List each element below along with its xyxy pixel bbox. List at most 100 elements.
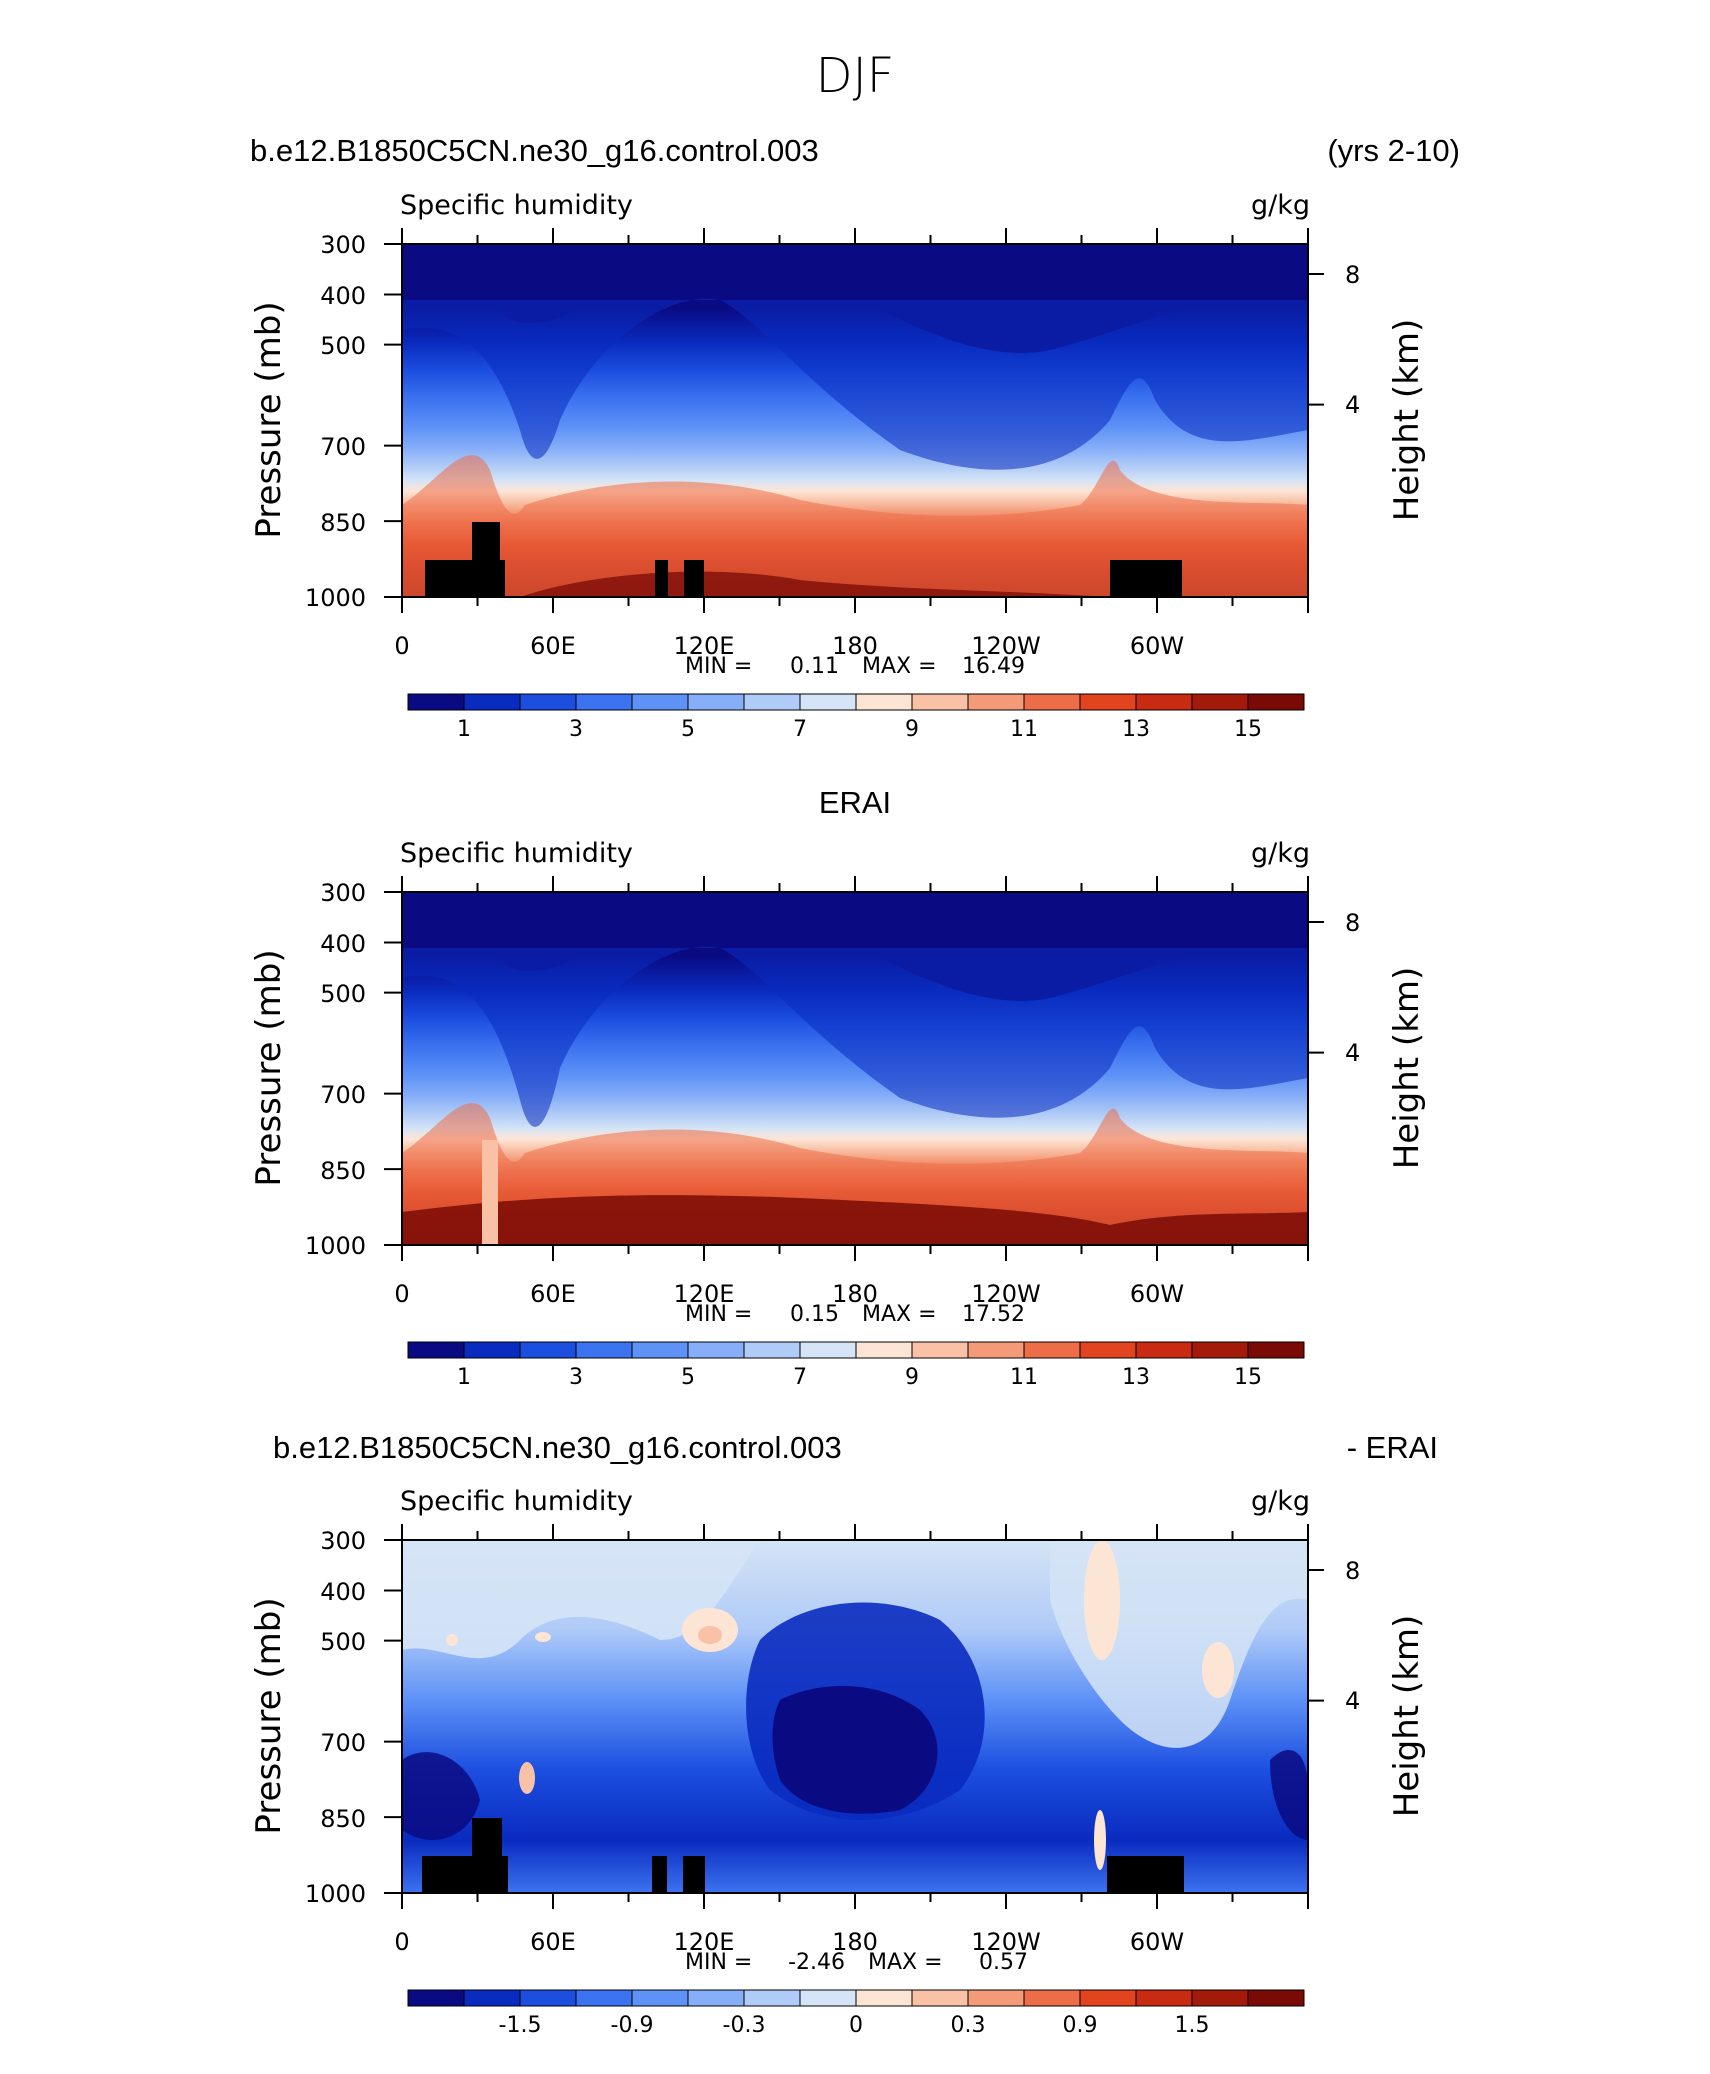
panel-1-moist-band: [402, 455, 1308, 597]
panel-1-xticks: 0 60E 120E 180 120W 60W: [394, 632, 1184, 660]
colorbar-box: [1135, 693, 1193, 711]
panel-2-variable-label: Specific humidity: [400, 838, 633, 869]
x-tick-label: 0: [394, 1280, 409, 1308]
panel-1-plateau-uplift: [402, 298, 1308, 470]
panel-2-surface-max: [402, 1195, 1308, 1245]
panel-3-dry-patch: [402, 1752, 480, 1840]
colorbar-label: 1: [457, 1365, 471, 1390]
panel-1-ylabel-right: Height (km): [1387, 319, 1427, 522]
y-tick-label: 700: [320, 433, 366, 461]
panel-1-terrain-mask: [472, 522, 500, 562]
colorbar-box: [575, 1341, 633, 1359]
y-tick-label: 300: [320, 879, 366, 907]
colorbar-box: [1079, 693, 1137, 711]
panel-1-minmax: MIN = 0.11 MAX = 16.49: [685, 654, 1025, 679]
x-tick-label: 60W: [1130, 1280, 1184, 1308]
colorbar-label: 9: [905, 717, 919, 742]
max-value: 17.52: [962, 1302, 1025, 1327]
colorbar-box: [1191, 693, 1249, 711]
y-tick-label: 400: [320, 282, 366, 310]
y-tick-label: 850: [320, 509, 366, 537]
panel-2-ylabel: Pressure (mb): [249, 949, 289, 1186]
y-tick-label: 500: [320, 332, 366, 360]
colorbar-box: [967, 693, 1025, 711]
colorbar-box: [911, 693, 969, 711]
panel-3-colorbar: [407, 1989, 1305, 2007]
colorbar-box: [1191, 1341, 1249, 1359]
panel-3-minmax: MIN = -2.46 MAX = 0.57: [685, 1950, 1028, 1975]
min-value: 0.11: [790, 654, 839, 679]
erai-title: ERAI: [819, 785, 891, 820]
y-tick-label: 400: [320, 1578, 366, 1606]
colorbar-box: [1135, 1341, 1193, 1359]
y-right-tick-label: 4: [1345, 1039, 1360, 1067]
colorbar-label: -1.5: [499, 2013, 542, 2038]
colorbar-box: [967, 1341, 1025, 1359]
colorbar-label: 1: [457, 717, 471, 742]
colorbar-box: [631, 1989, 689, 2007]
colorbar-label: 5: [681, 1365, 695, 1390]
y-right-tick-label: 8: [1345, 1557, 1360, 1585]
colorbar-box: [407, 1341, 465, 1359]
colorbar-box: [631, 1341, 689, 1359]
x-tick-label: 120E: [674, 632, 735, 660]
x-tick-label: 60E: [530, 1280, 576, 1308]
panel-2-minmax: MIN = 0.15 MAX = 17.52: [685, 1302, 1025, 1327]
min-label: MIN =: [685, 1950, 752, 1975]
colorbar-box: [1247, 1341, 1305, 1359]
x-tick-label: 120W: [971, 1928, 1041, 1956]
colorbar-box: [519, 1341, 577, 1359]
x-tick-label: 60W: [1130, 1928, 1184, 1956]
y-tick-label: 850: [320, 1805, 366, 1833]
panel-3-moist-anomaly: [1094, 1810, 1106, 1870]
colorbar-box: [687, 1341, 745, 1359]
colorbar-label: -0.9: [611, 2013, 654, 2038]
colorbar-box: [799, 1341, 857, 1359]
panel-1-variable-label: Specific humidity: [400, 190, 633, 221]
colorbar-box: [1247, 1989, 1305, 2007]
colorbar-label: 9: [905, 1365, 919, 1390]
colorbar-label: 7: [793, 717, 807, 742]
colorbar-box: [1023, 1341, 1081, 1359]
colorbar-box: [1247, 693, 1305, 711]
colorbar-label: 3: [569, 717, 583, 742]
axis-ticks: [384, 228, 1324, 1909]
panel-1-model: [402, 244, 1308, 597]
colorbar-label: 11: [1010, 717, 1038, 742]
y-tick-label: 850: [320, 1157, 366, 1185]
colorbar-box: [1023, 1989, 1081, 2007]
y-tick-label: 400: [320, 930, 366, 958]
panel-3-terrain-mask: [472, 1818, 502, 1858]
y-tick-label: 300: [320, 231, 366, 259]
colorbar-box: [463, 693, 521, 711]
colorbar-box: [519, 693, 577, 711]
panel-3-yticks: 300 400 500 700 850 1000: [305, 1527, 366, 1908]
panel-1-colorbar-labels: 1 3 5 7 9 11 13 15: [457, 717, 1262, 742]
x-tick-label: 180: [832, 632, 878, 660]
run-name-title: b.e12.B1850C5CN.ne30_g16.control.003: [250, 133, 819, 168]
panel-3-dry-patch: [1270, 1750, 1308, 1840]
colorbar-label: 11: [1010, 1365, 1038, 1390]
panel-3-moist-anomaly: [535, 1632, 551, 1642]
colorbar-label: 1.5: [1175, 2013, 1210, 2038]
panel-1-yticks: 300 400 500 700 850 1000: [305, 231, 366, 612]
panel-3-units-label: g/kg: [1251, 1486, 1310, 1517]
panel-3-pale-region: [402, 1540, 760, 1659]
colorbar-box: [687, 1989, 745, 2007]
x-tick-label: 60E: [530, 632, 576, 660]
colorbar-box: [967, 1989, 1025, 2007]
colorbar-box: [1079, 1989, 1137, 2007]
colorbar-box: [575, 693, 633, 711]
panel-2-erai: [402, 892, 1308, 1245]
colorbar-box: [687, 693, 745, 711]
y-tick-label: 1000: [305, 584, 366, 612]
colorbar-box: [1079, 1341, 1137, 1359]
panel-1-terrain-mask: [425, 560, 505, 597]
panel-3-xticks: 0 60E 120E 180 120W 60W: [394, 1928, 1184, 1956]
colorbar-box: [855, 1341, 913, 1359]
colorbar-box: [911, 1341, 969, 1359]
y-tick-label: 500: [320, 1628, 366, 1656]
panel-3-terrain-mask: [1107, 1856, 1184, 1893]
panel-2-colorbar: [407, 1341, 1305, 1359]
panel-3-moist-anomaly: [1084, 1540, 1120, 1660]
